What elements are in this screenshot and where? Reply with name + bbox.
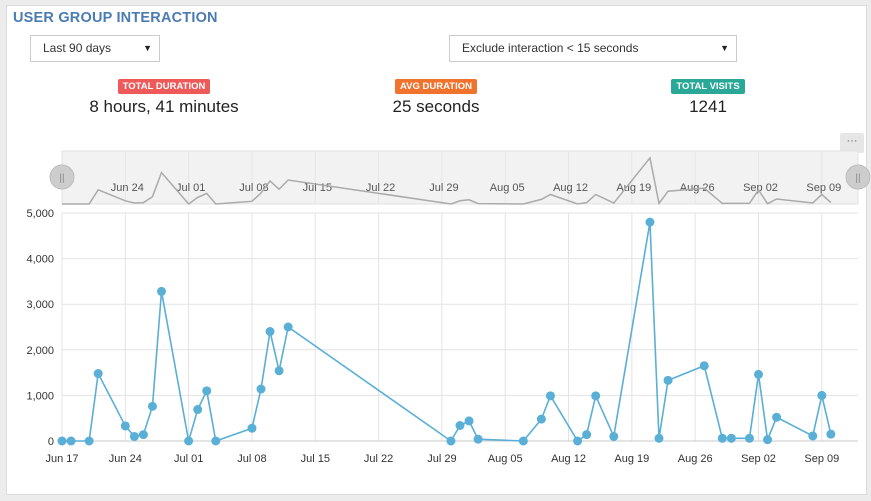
stat-total-duration: TOTAL DURATION 8 hours, 41 minutes [64,76,264,117]
exclude-select-value: Exclude interaction < 15 seconds [462,41,639,55]
avg-duration-value: 25 seconds [392,97,480,116]
exclude-select[interactable]: Exclude interaction < 15 seconds ▼ [449,35,737,62]
menu-icon: ··· [846,135,858,147]
total-duration-badge: TOTAL DURATION [117,79,211,94]
dropdown-arrow-icon: ▼ [720,43,729,53]
chart-menu-button[interactable]: ··· [840,133,864,153]
avg-duration-badge: AVG DURATION [395,79,477,94]
stat-total-visits: TOTAL VISITS 1241 [628,76,788,117]
total-visits-badge: TOTAL VISITS [671,79,745,94]
stat-avg-duration: AVG DURATION 25 seconds [346,76,526,117]
period-select[interactable]: Last 90 days ▼ [30,35,160,62]
total-duration-value: 8 hours, 41 minutes [89,97,239,116]
period-select-value: Last 90 days [43,41,112,55]
total-visits-value: 1241 [689,97,727,116]
dropdown-arrow-icon: ▼ [143,43,152,53]
widget-title: USER GROUP INTERACTION [13,10,218,26]
